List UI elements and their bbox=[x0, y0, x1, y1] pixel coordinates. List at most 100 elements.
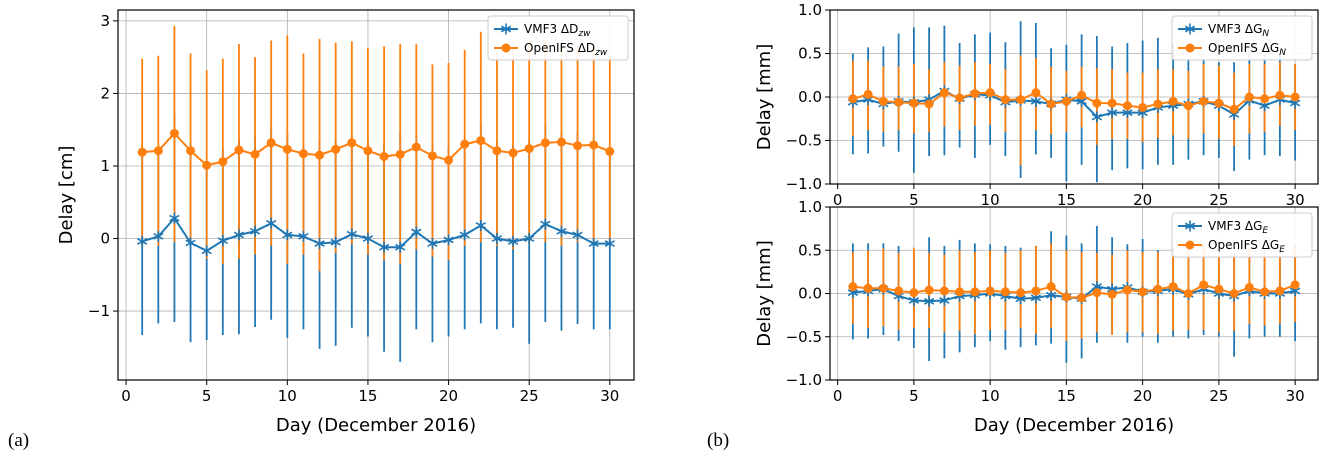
data-point bbox=[378, 241, 390, 253]
data-point bbox=[1260, 94, 1270, 104]
data-point bbox=[909, 98, 919, 108]
series-openifs bbox=[851, 55, 1297, 165]
data-point bbox=[1061, 292, 1071, 302]
data-point bbox=[955, 93, 965, 103]
y-tick-label: 1.0 bbox=[798, 198, 822, 216]
data-point bbox=[282, 229, 293, 241]
y-tick-label: 0.0 bbox=[798, 88, 822, 106]
data-point bbox=[605, 146, 615, 156]
data-point bbox=[970, 89, 980, 99]
y-tick-label: 1.0 bbox=[798, 1, 822, 19]
data-point bbox=[1031, 88, 1041, 98]
legend-box bbox=[487, 15, 629, 61]
series-line-vmf3 bbox=[852, 285, 1296, 303]
x-tick-label: 10 bbox=[981, 191, 1000, 209]
legend: VMF3 ΔGN OpenIFS ΔGN bbox=[1171, 15, 1313, 61]
data-point bbox=[1046, 99, 1056, 109]
y-axis-label: Delay [mm] bbox=[754, 44, 775, 150]
chart-panel-1: 0 5 10 15 20 25 30 −1 0 1 2 3 Day (December 2016) Del… bbox=[56, 9, 635, 436]
x-tick-label: 30 bbox=[1286, 387, 1305, 405]
legend-entry: VMF3 ΔDzw bbox=[524, 22, 591, 39]
data-point bbox=[1214, 98, 1224, 108]
data-point bbox=[282, 144, 292, 154]
data-point bbox=[1092, 288, 1102, 298]
data-point bbox=[1183, 101, 1193, 111]
y-tick-label: −1 bbox=[88, 302, 110, 320]
x-tick-label: 15 bbox=[1057, 387, 1076, 405]
data-point bbox=[201, 245, 212, 257]
data-point bbox=[411, 142, 421, 152]
x-tick-label: 5 bbox=[909, 191, 919, 209]
data-point bbox=[1229, 289, 1239, 298]
data-point bbox=[1077, 293, 1087, 303]
y-axis-label: Delay [cm] bbox=[56, 146, 77, 245]
data-point bbox=[137, 235, 148, 247]
data-point bbox=[1046, 282, 1056, 292]
data-point bbox=[572, 229, 583, 241]
data-point bbox=[1168, 282, 1178, 292]
data-point bbox=[540, 218, 551, 230]
legend: VMF3 ΔDzw OpenIFS ΔDzw bbox=[487, 15, 629, 61]
data-point bbox=[1199, 280, 1209, 290]
legend: VMF3 ΔGE OpenIFS ΔGE bbox=[1171, 212, 1313, 258]
data-point bbox=[1153, 99, 1163, 109]
data-point bbox=[1138, 102, 1148, 112]
x-tick-label: 25 bbox=[1209, 191, 1228, 209]
data-point bbox=[1030, 95, 1042, 107]
x-tick-label: 30 bbox=[1286, 191, 1305, 209]
data-point bbox=[1016, 95, 1026, 105]
data-point bbox=[266, 217, 277, 229]
data-point bbox=[1106, 107, 1118, 119]
x-tick-label: 10 bbox=[981, 387, 1000, 405]
data-point bbox=[202, 160, 212, 170]
data-point bbox=[1275, 286, 1285, 296]
data-point bbox=[1107, 289, 1117, 299]
data-point bbox=[1061, 96, 1071, 106]
data-point bbox=[186, 146, 196, 156]
data-point bbox=[924, 99, 934, 109]
y-tick-label: −1.0 bbox=[786, 371, 822, 389]
data-point bbox=[508, 148, 518, 158]
data-point bbox=[249, 225, 261, 237]
data-point bbox=[395, 241, 406, 253]
data-point bbox=[185, 237, 196, 249]
data-point bbox=[1000, 287, 1010, 297]
data-point bbox=[1199, 96, 1209, 106]
x-tick-label: 5 bbox=[202, 387, 212, 405]
legend-box bbox=[1171, 212, 1313, 258]
data-point bbox=[1244, 92, 1254, 102]
data-point bbox=[985, 286, 995, 296]
data-point bbox=[460, 139, 470, 149]
chart-panel-3: 0 5 10 15 20 25 30 −1.0 −0.5 0.0 0.5 1.0 Day (Decemb… bbox=[754, 198, 1319, 436]
legend-marker bbox=[1185, 240, 1195, 250]
x-tick-label: 10 bbox=[278, 387, 297, 405]
data-point bbox=[346, 228, 357, 240]
data-point bbox=[1138, 287, 1148, 297]
data-point bbox=[556, 225, 567, 237]
panel-label-b: (b) bbox=[707, 430, 729, 451]
data-point bbox=[939, 294, 950, 306]
data-point bbox=[1122, 101, 1132, 111]
data-point bbox=[524, 144, 534, 154]
data-point bbox=[459, 229, 470, 241]
data-point bbox=[1031, 286, 1041, 296]
data-point bbox=[848, 282, 858, 292]
y-tick-label: 1 bbox=[100, 157, 110, 175]
data-point bbox=[1091, 111, 1103, 123]
x-tick-label: 25 bbox=[520, 387, 539, 405]
legend-marker bbox=[1185, 43, 1195, 53]
data-point bbox=[939, 286, 949, 296]
data-point bbox=[924, 285, 934, 295]
data-point bbox=[540, 138, 550, 148]
chart-panel-2: 0 5 10 15 20 25 30 −1.0 −0.5 0.0 0.5 1.0 Delay [mm] V… bbox=[754, 1, 1319, 209]
panel-label-a: (a) bbox=[8, 430, 29, 451]
data-point bbox=[939, 88, 949, 98]
data-point bbox=[589, 140, 599, 150]
data-point bbox=[298, 149, 308, 159]
data-point bbox=[863, 283, 873, 293]
data-point bbox=[573, 141, 583, 151]
data-point bbox=[1244, 282, 1254, 292]
x-axis-label: Day (December 2016) bbox=[974, 415, 1174, 436]
x-tick-label: 15 bbox=[358, 387, 377, 405]
data-point bbox=[1290, 92, 1300, 102]
